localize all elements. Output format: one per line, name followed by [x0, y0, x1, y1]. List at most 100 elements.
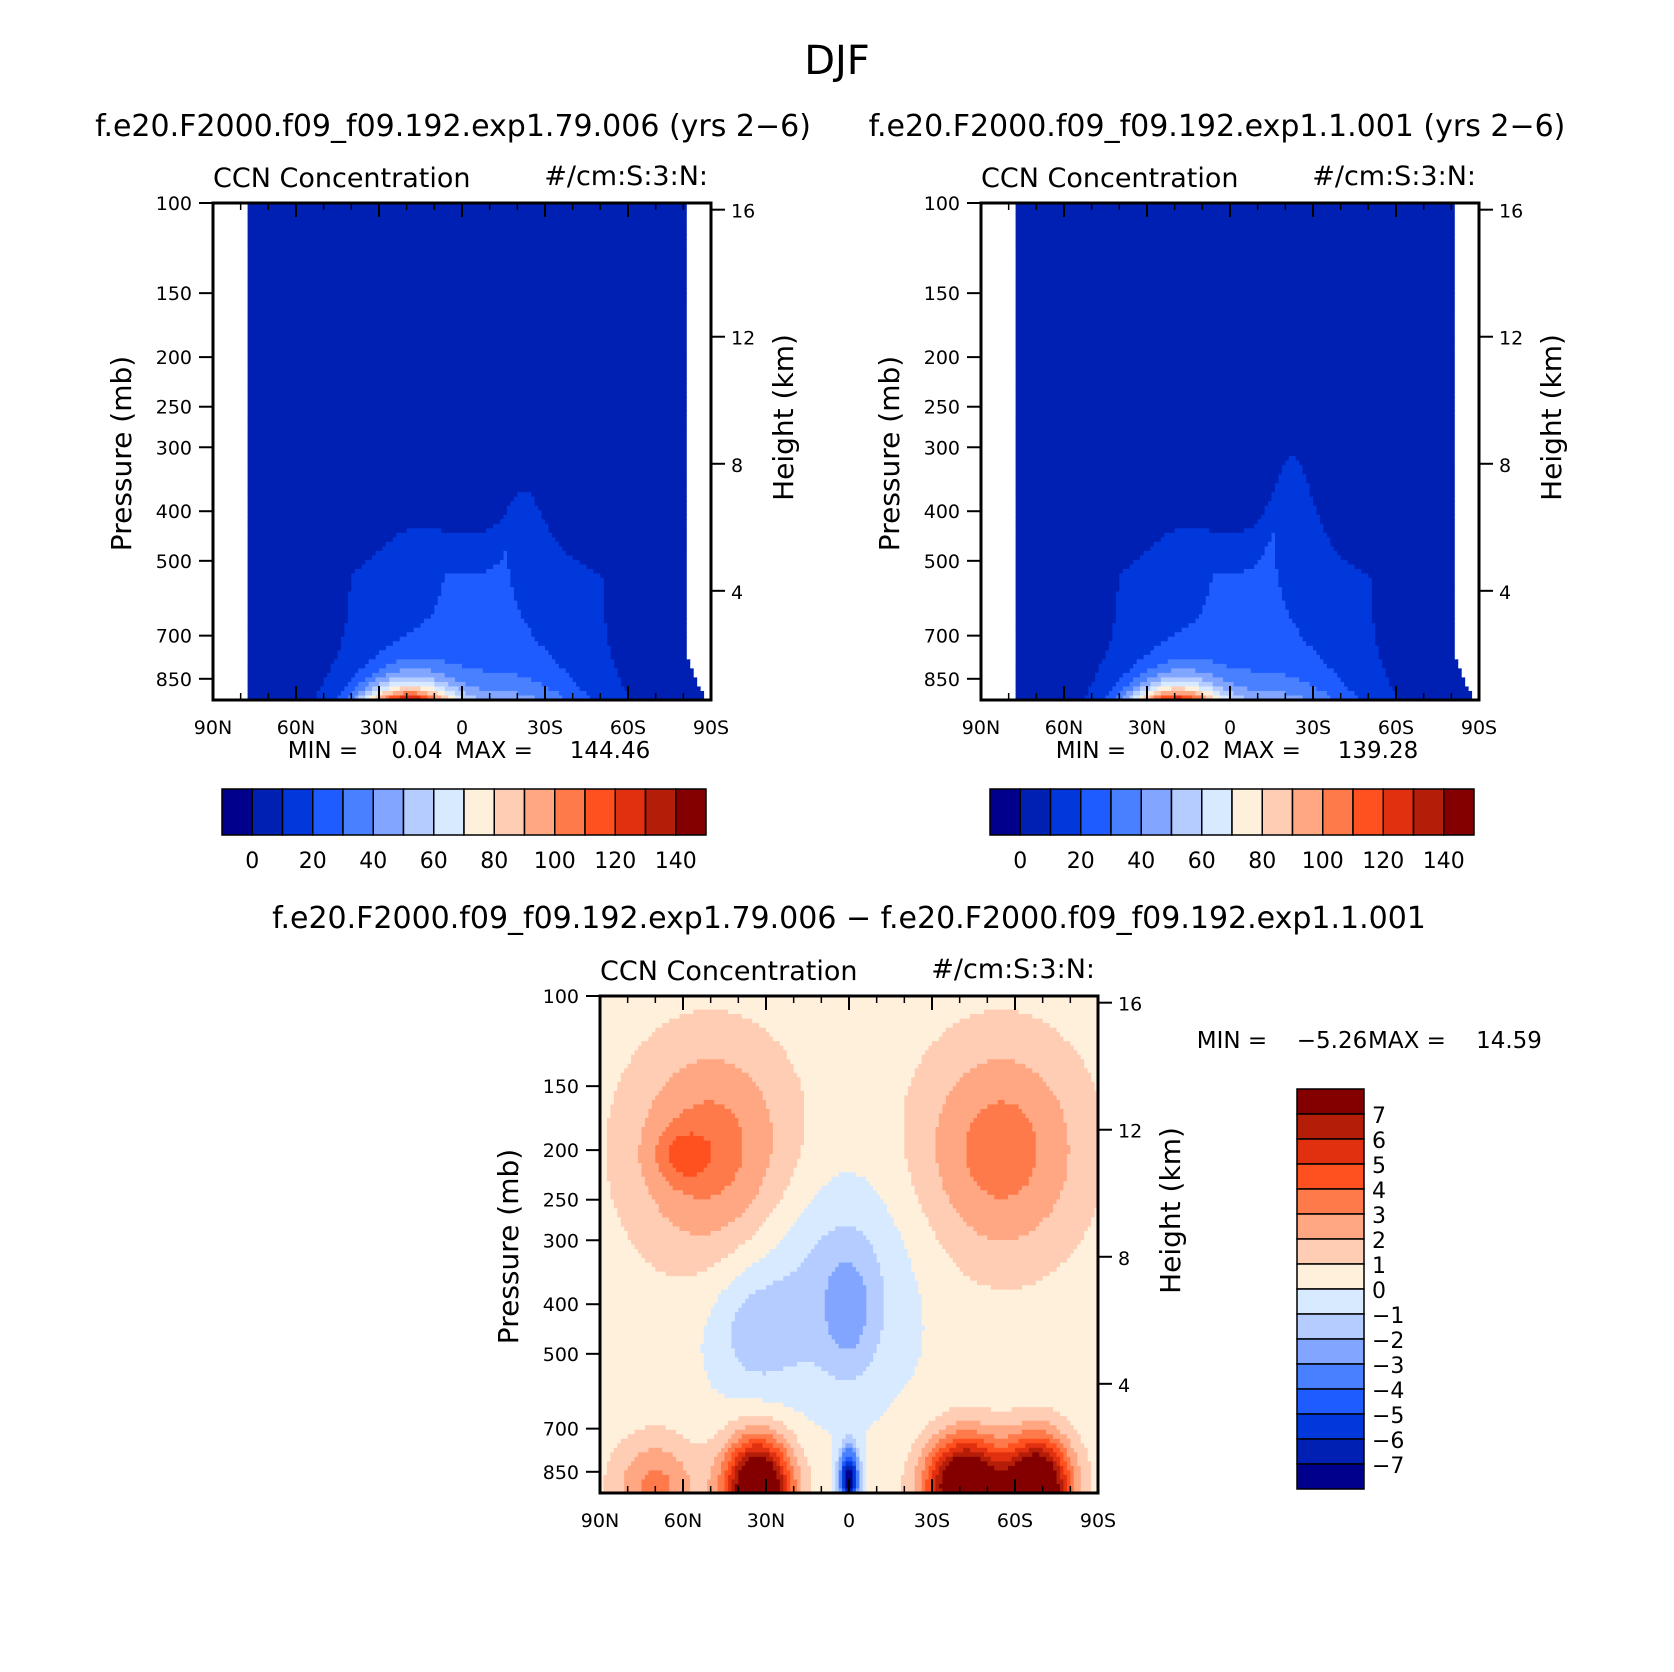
contour-cell	[513, 587, 605, 593]
contour-cell	[620, 1072, 674, 1078]
contour-cell	[1021, 1185, 1065, 1191]
contour-cell	[866, 1316, 885, 1322]
y-tick-right-label: 16	[731, 201, 755, 223]
contour-cell	[981, 573, 1017, 579]
contour-cell	[600, 1452, 611, 1458]
contour-cell	[351, 582, 442, 588]
contour-cell	[731, 1434, 743, 1440]
contour-cell	[1066, 1483, 1071, 1490]
contour-cell	[1070, 1443, 1085, 1449]
contour-cell	[510, 501, 536, 507]
contour-cell	[1454, 361, 1480, 367]
contour-cell	[845, 1434, 854, 1440]
contour-cell	[1059, 1483, 1065, 1490]
contour-cell	[247, 609, 349, 615]
contour-cell	[1382, 663, 1459, 669]
contour-cell	[247, 587, 352, 593]
contour-cell	[1015, 356, 1456, 362]
contour-cell	[379, 686, 390, 692]
contour-cell	[717, 1294, 750, 1300]
contour-cell	[748, 1072, 798, 1078]
contour-cell	[538, 641, 608, 647]
contour-cell	[638, 1452, 674, 1458]
contour-cell	[600, 1434, 629, 1440]
contour-cell	[707, 1316, 736, 1322]
contour-cell	[676, 1456, 715, 1462]
contour-cell	[1015, 627, 1114, 633]
contour-cell	[448, 681, 467, 688]
contour-cell	[1150, 650, 1318, 656]
contour-cell	[821, 1185, 874, 1191]
contour-cell	[942, 1452, 954, 1458]
colorbar-label: 4	[1372, 1179, 1386, 1204]
contour-cell	[707, 1438, 729, 1444]
contour-cell	[1337, 672, 1387, 679]
contour-cell	[1375, 636, 1456, 642]
contour-cell	[731, 1108, 771, 1115]
contour-cell	[970, 1167, 1033, 1173]
contour-cell	[1059, 1465, 1065, 1472]
contour-cell	[1015, 216, 1456, 222]
contour-cell	[800, 1212, 892, 1218]
contour-cell	[945, 1190, 988, 1196]
contour-cell	[855, 1465, 860, 1472]
contour-cell	[981, 370, 1017, 376]
y-tick-label: 300	[156, 437, 192, 459]
y-tick-right-label: 16	[1499, 201, 1523, 223]
contour-cell	[247, 677, 325, 683]
contour-cell	[669, 1145, 712, 1151]
contour-cell	[1066, 1416, 1099, 1422]
contour-cell	[804, 1258, 878, 1264]
contour-cell	[1070, 1420, 1099, 1426]
contour-cell	[1306, 641, 1376, 647]
contour-cell	[1095, 672, 1124, 679]
contour-cell	[807, 1456, 833, 1462]
contour-cell	[1454, 225, 1480, 231]
contour-cell	[1032, 1127, 1068, 1133]
contour-cell	[247, 392, 688, 398]
contour-cell	[613, 1095, 656, 1101]
contour-cell	[981, 252, 1017, 258]
contour-cell	[1059, 1429, 1078, 1435]
contour-cell	[1454, 469, 1480, 475]
contour-cell	[855, 1479, 860, 1485]
contour-cell	[1209, 587, 1283, 593]
contour-cell	[935, 1416, 1068, 1422]
contour-cell	[766, 1456, 774, 1462]
contour-cell	[793, 1474, 802, 1481]
contour-cell	[1454, 465, 1480, 471]
contour-cell	[890, 1212, 926, 1218]
contour-cell	[1115, 591, 1210, 597]
y-tick-label: 500	[156, 551, 192, 573]
contour-cell	[1174, 632, 1300, 638]
contour-cell	[956, 1262, 1061, 1268]
contour-cell	[797, 1217, 895, 1223]
contour-cell	[1021, 1456, 1047, 1462]
contour-cell	[738, 1357, 874, 1363]
contour-cell	[1063, 1488, 1068, 1494]
contour-cell	[776, 1244, 816, 1250]
contour-cell	[855, 1438, 867, 1444]
contour-cell	[866, 1474, 902, 1481]
contour-cell	[1018, 1438, 1051, 1444]
contour-cell	[247, 297, 688, 303]
contour-cell	[1018, 1452, 1033, 1458]
contour-cell	[800, 1086, 909, 1092]
contour-cell	[375, 677, 390, 683]
contour-cell	[935, 1149, 968, 1155]
contour-cell	[213, 383, 249, 389]
contour-cell	[247, 324, 688, 331]
contour-cell	[603, 578, 688, 584]
contour-cell	[842, 1483, 847, 1490]
contour-cell	[1454, 523, 1480, 529]
contour-cell	[610, 650, 688, 656]
contour-cell	[213, 302, 249, 308]
contour-cell	[683, 1461, 715, 1467]
contour-cell	[1049, 1271, 1099, 1277]
contour-cell	[900, 1235, 937, 1241]
contour-cell	[1066, 1140, 1099, 1146]
contour-cell	[949, 1461, 988, 1467]
contour-cell	[1091, 1479, 1099, 1485]
contour-cell	[213, 618, 249, 624]
contour-cell	[676, 1136, 705, 1142]
